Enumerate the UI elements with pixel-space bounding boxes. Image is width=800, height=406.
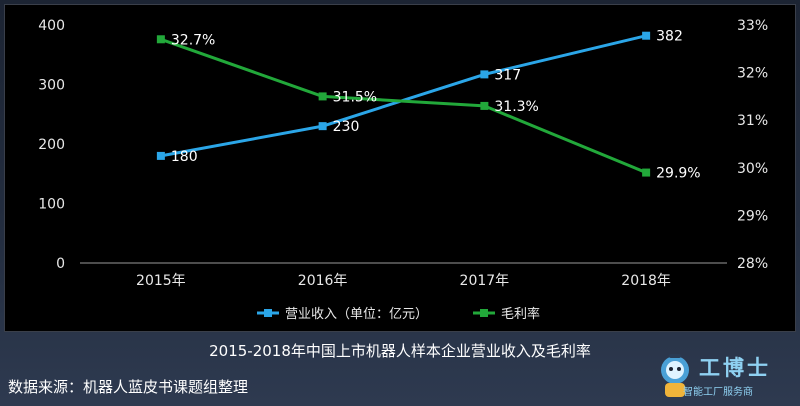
x-tick-label: 2017年 (460, 273, 510, 289)
data-point-marker (480, 70, 489, 79)
data-label: 180 (171, 149, 198, 165)
y-right-tick-label: 33% (737, 18, 768, 34)
data-point-marker (156, 151, 165, 160)
data-label: 230 (333, 119, 360, 135)
data-point-marker (642, 168, 651, 177)
data-label: 31.5% (333, 89, 377, 105)
x-tick-label: 2016年 (298, 273, 348, 289)
data-point-marker (642, 31, 651, 40)
y-right-tick-label: 32% (737, 66, 768, 82)
y-right-tick-label: 30% (737, 161, 768, 177)
legend-swatch-marker (480, 309, 488, 317)
legend-label: 营业收入（单位：亿元） (285, 307, 428, 322)
data-label: 32.7% (171, 32, 215, 48)
series-line-1 (160, 34, 647, 158)
y-left-tick-label: 200 (38, 137, 65, 153)
source-note: 数据来源：机器人蓝皮书课题组整理 (8, 378, 249, 396)
brand-logo: 工博士 智能工厂服务商 (655, 350, 795, 402)
data-label: 31.3% (494, 99, 538, 115)
data-point-marker (156, 35, 165, 44)
data-label: 382 (656, 29, 683, 45)
chart-panel: 0 100 200 300 400 28% 29% 30% 31% 32% 33% 2015年 2016… (4, 4, 796, 332)
y-right-tick-label: 31% (737, 113, 768, 129)
robot-mascot-icon (661, 354, 689, 397)
x-tick-label: 2015年 (136, 273, 186, 289)
brand-name: 工博士 (699, 355, 771, 380)
data-point-marker (318, 122, 327, 131)
y-left-tick-label: 0 (56, 256, 65, 272)
brand-slogan: 智能工厂服务商 (683, 387, 753, 398)
y-right-tick-label: 29% (737, 208, 768, 224)
x-tick-label: 2018年 (621, 273, 671, 289)
data-label: 29.9% (656, 166, 700, 182)
data-point-marker (480, 101, 489, 110)
y-right-tick-label: 28% (737, 256, 768, 272)
chart-svg: 0 100 200 300 400 28% 29% 30% 31% 32% 33% 2015年 2016… (38, 18, 768, 322)
y-left-tick-label: 300 (38, 78, 65, 94)
data-point-marker (318, 92, 327, 101)
y-left-tick-label: 400 (38, 18, 65, 34)
legend-label: 毛利率 (501, 306, 540, 322)
data-label: 317 (494, 67, 521, 83)
chart-title: 2015-2018年中国上市机器人样本企业营业收入及毛利率 (209, 342, 591, 360)
legend-swatch-marker (264, 309, 272, 317)
y-left-tick-label: 100 (38, 197, 65, 213)
series-line-2 (160, 37, 647, 174)
